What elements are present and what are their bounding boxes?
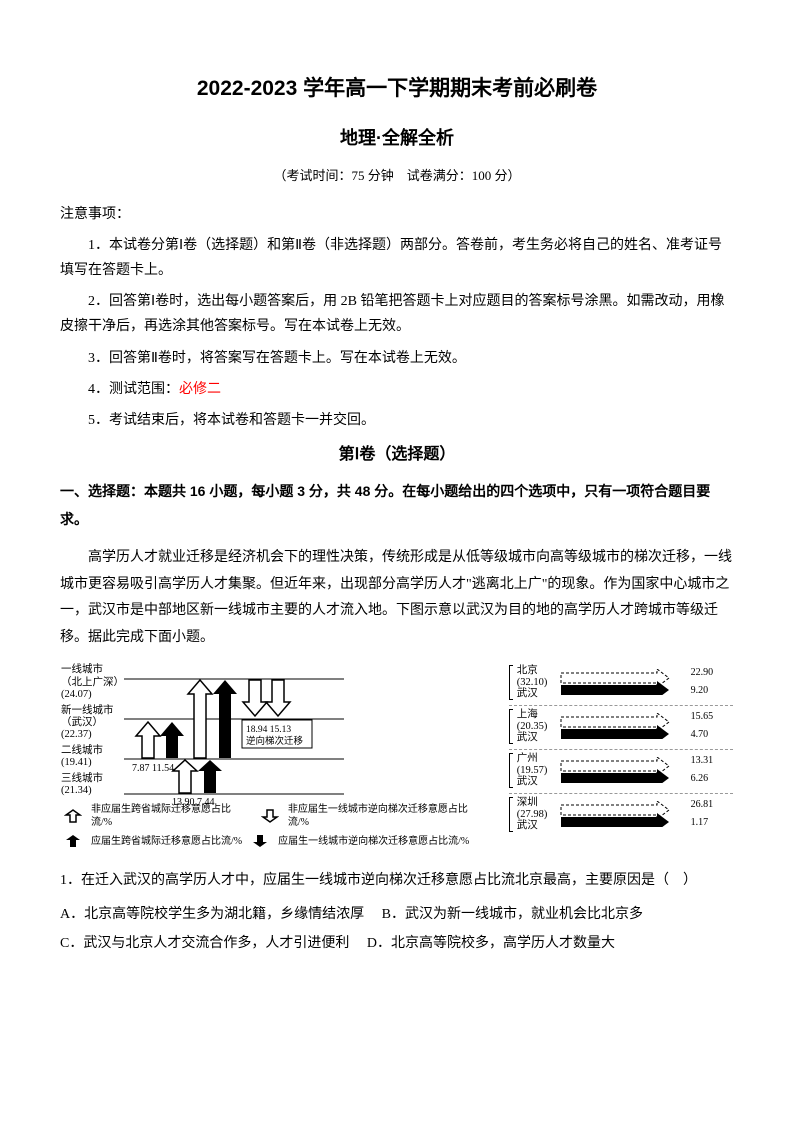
arrow-up-outline-icon <box>61 808 85 824</box>
main-title: 2022-2023 学年高一下学期期末考前必刷卷 <box>60 70 734 108</box>
notice-3: 3．回答第Ⅱ卷时，将答案写在答题卡上。写在本试卷上无效。 <box>60 346 734 371</box>
right-nums-1: 15.65 4.70 <box>691 708 733 744</box>
tier-1-name: 一线城市 <box>61 664 124 676</box>
tier-4: 三线城市 (21.34) <box>61 773 124 797</box>
tier-3-name: 二线城市 <box>61 745 124 757</box>
right-from-3: 深圳 (27.98) 武汉 <box>509 797 557 832</box>
legend-4-text: 应届生一线城市逆向梯次迁移意愿占比流/% <box>278 835 469 848</box>
legend-1: 非应届生跨省城际迁移意愿占比流/% 非应届生一线城市逆向梯次迁移意愿占比流/% <box>61 803 489 829</box>
notice-5: 5．考试结束后，将本试卷和答题卡一并交回。 <box>60 408 734 433</box>
exam-info: （考试时间：75 分钟 试卷满分：100 分） <box>60 164 734 187</box>
tier-2-sub: （武汉） <box>61 717 124 729</box>
left-nums-row3: 13.90 7.44 <box>172 794 215 812</box>
notice-1: 1．本试卷分第Ⅰ卷（选择题）和第Ⅱ卷（非选择题）两部分。答卷前，考生务必将自己的… <box>60 233 734 283</box>
tier-2-name: 新一线城市 <box>61 705 124 717</box>
tier-3-val: (19.41) <box>61 757 124 769</box>
right-arrows-0 <box>557 669 687 695</box>
right-divider-0 <box>509 705 733 706</box>
legend-2: 应届生跨省城际迁移意愿占比流/% 应届生一线城市逆向梯次迁移意愿占比流/% <box>61 833 489 849</box>
right-arrows-1 <box>557 713 687 739</box>
legend-3-text: 非应届生一线城市逆向梯次迁移意愿占比流/% <box>288 803 489 829</box>
left-arrows-svg <box>124 664 344 799</box>
tier-4-name: 三线城市 <box>61 773 124 785</box>
right-row-3: 深圳 (27.98) 武汉 26.81 1.17 <box>509 796 733 832</box>
right-row-2: 广州 (19.57) 武汉 13.31 6.26 <box>509 752 733 788</box>
tier-1-sub: （北上广深） <box>61 677 124 689</box>
arrow-down-outline-icon <box>258 808 282 824</box>
notice-4-prefix: 4．测试范围： <box>88 382 179 397</box>
right-nums-0: 22.90 9.20 <box>691 664 733 700</box>
legend-2-text: 应届生跨省城际迁移意愿占比流/% <box>91 835 242 848</box>
right-nums-2: 13.31 6.26 <box>691 752 733 788</box>
right-row-0: 北京 (32.10) 武汉 22.90 9.20 <box>509 664 733 700</box>
right-row-1: 上海 (20.35) 武汉 15.65 4.70 <box>509 708 733 744</box>
right-chart: 北京 (32.10) 武汉 22.90 9.20 上海 (20.35) 武汉 1… <box>508 663 734 850</box>
top-box-label: 逆向梯次迁移 <box>246 734 303 751</box>
q1-opt-b: B．武汉为新一线城市，就业机会比北京多 <box>382 907 643 922</box>
tier-1-val: (24.07) <box>61 689 124 701</box>
right-nums-3: 26.81 1.17 <box>691 796 733 832</box>
right-arrows-3 <box>557 801 687 827</box>
q1-opt-d: D．北京高等院校多，高学历人才数量大 <box>367 936 615 951</box>
right-from-1: 上海 (20.35) 武汉 <box>509 709 557 744</box>
right-from-0: 北京 (32.10) 武汉 <box>509 665 557 700</box>
notice-4: 4．测试范围：必修二 <box>60 377 734 402</box>
migration-diagram: 一线城市 （北上广深） (24.07) 新一线城市 （武汉） (22.37) 二… <box>60 663 734 850</box>
left-nums-row2: 7.87 11.54 <box>132 760 174 778</box>
notice-2: 2．回答第Ⅰ卷时，选出每小题答案后，用 2B 铅笔把答题卡上对应题目的答案标号涂… <box>60 289 734 339</box>
tier-2: 新一线城市 （武汉） (22.37) <box>61 705 124 741</box>
section-1-header: 第Ⅰ卷（选择题） <box>60 441 734 470</box>
tier-3: 二线城市 (19.41) <box>61 745 124 769</box>
q1-opt-c: C．武汉与北京人才交流合作多，人才引进便利 <box>60 936 349 951</box>
left-chart: 一线城市 （北上广深） (24.07) 新一线城市 （武汉） (22.37) 二… <box>60 663 490 850</box>
right-divider-1 <box>509 749 733 750</box>
question-type-prefix: 一、选择题： <box>60 483 144 499</box>
arrow-up-solid-icon <box>61 833 85 849</box>
question-type-body: 本题共 16 小题，每小题 3 分，共 48 分。在每小题给出的四个选项中，只有… <box>60 483 710 528</box>
passage-text: 高学历人才就业迁移是经济机会下的理性决策，传统形成是从低等级城市向高等级城市的梯… <box>60 545 734 651</box>
right-divider-2 <box>509 793 733 794</box>
scope-red: 必修二 <box>179 382 221 397</box>
q1-stem: 1．在迁入武汉的高学历人才中，应届生一线城市逆向梯次迁移意愿占比流北京最高，主要… <box>60 868 734 893</box>
right-from-2: 广州 (19.57) 武汉 <box>509 753 557 788</box>
arrow-down-solid-icon <box>248 833 272 849</box>
tier-2-val: (22.37) <box>61 729 124 741</box>
q1-opt-a: A．北京高等院校学生多为湖北籍，乡缘情结浓厚 <box>60 907 364 922</box>
question-type-line: 一、选择题：本题共 16 小题，每小题 3 分，共 48 分。在每小题给出的四个… <box>60 478 734 535</box>
sub-title: 地理·全解全析 <box>60 122 734 154</box>
q1-options: A．北京高等院校学生多为湖北籍，乡缘情结浓厚 B．武汉为新一线城市，就业机会比北… <box>60 902 734 956</box>
tier-1: 一线城市 （北上广深） (24.07) <box>61 664 124 700</box>
right-arrows-2 <box>557 757 687 783</box>
notice-header: 注意事项： <box>60 202 734 227</box>
tier-4-val: (21.34) <box>61 785 124 797</box>
